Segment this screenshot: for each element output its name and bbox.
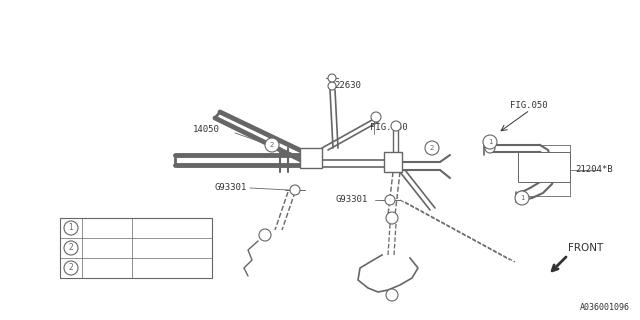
Circle shape [483, 135, 497, 149]
Text: <  -'02MY0205>: < -'02MY0205> [135, 244, 204, 252]
Circle shape [391, 121, 401, 131]
Text: FRONT: FRONT [568, 243, 604, 253]
Text: G93301: G93301 [215, 183, 247, 193]
Text: 22630: 22630 [334, 82, 361, 91]
Text: A20682: A20682 [85, 244, 115, 252]
Text: 14050: 14050 [193, 125, 220, 134]
Circle shape [371, 112, 381, 122]
Text: 1: 1 [68, 223, 74, 233]
Circle shape [517, 191, 527, 201]
Bar [300, 148, 322, 168]
Circle shape [425, 141, 439, 155]
Circle shape [328, 74, 336, 82]
Text: 21204*B: 21204*B [575, 165, 612, 174]
Text: A036001096: A036001096 [580, 303, 630, 312]
Circle shape [265, 138, 279, 152]
Text: G93301: G93301 [335, 196, 367, 204]
Circle shape [386, 212, 398, 224]
Text: FIG.050: FIG.050 [510, 100, 548, 109]
Circle shape [290, 185, 300, 195]
Text: <251>: <251> [522, 165, 547, 174]
Text: H607191: H607191 [520, 156, 555, 164]
Circle shape [328, 82, 336, 90]
Text: 09235*A: 09235*A [85, 223, 120, 233]
Bar [518, 152, 570, 182]
Circle shape [485, 143, 495, 153]
Text: <'03MY0204-   >: <'03MY0204- > [135, 263, 208, 273]
Circle shape [515, 191, 529, 205]
Circle shape [385, 195, 395, 205]
Circle shape [64, 221, 78, 235]
Text: 2: 2 [68, 244, 74, 252]
Text: J10622: J10622 [85, 263, 115, 273]
Circle shape [386, 289, 398, 301]
Text: 1: 1 [520, 195, 524, 201]
Circle shape [259, 229, 271, 241]
Bar [60, 218, 212, 278]
Text: FIG.050: FIG.050 [370, 124, 408, 132]
Bar [384, 152, 402, 172]
Text: 2: 2 [270, 142, 274, 148]
Text: 1: 1 [488, 139, 492, 145]
Circle shape [64, 241, 78, 255]
Text: 2: 2 [68, 263, 74, 273]
Text: 2: 2 [430, 145, 434, 151]
Circle shape [64, 261, 78, 275]
